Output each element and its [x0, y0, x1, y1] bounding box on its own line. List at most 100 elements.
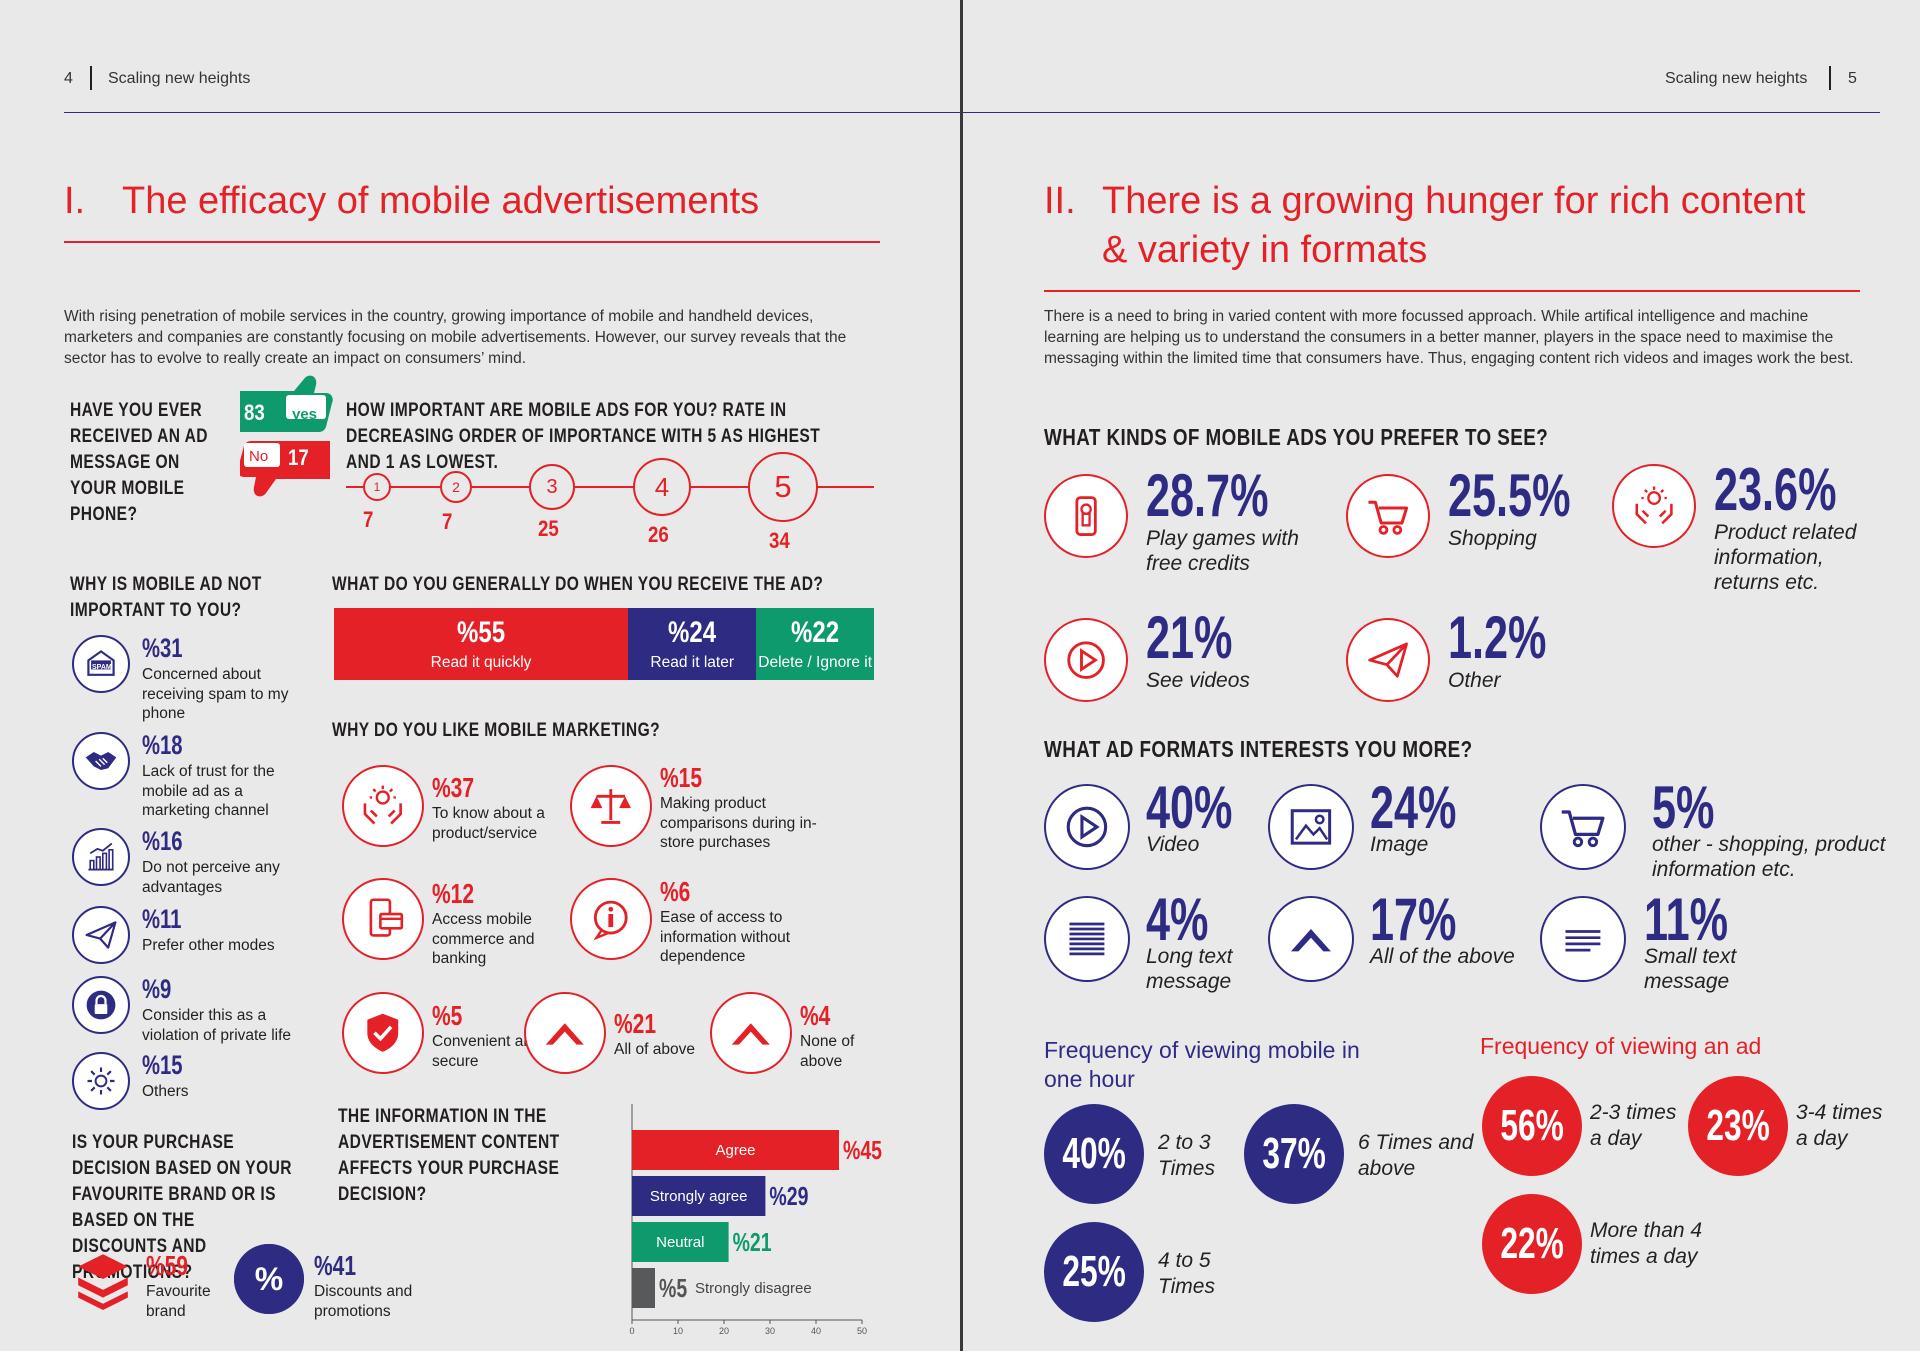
header-rule-right	[963, 112, 1880, 113]
rating-value: 34	[769, 528, 790, 553]
format-pct: 24%	[1370, 774, 1457, 841]
play-badge	[1044, 784, 1130, 870]
chart-value-label: %21	[733, 1227, 772, 1256]
kind-label: Play games with free credits	[1146, 527, 1299, 575]
kind-pct: 23.6%	[1714, 456, 1837, 523]
like-question: WHY DO YOU LIKE MOBILE MARKETING?	[332, 720, 661, 741]
reason-text: Others	[142, 1083, 189, 1100]
section-title-line1: There is a growing hunger for rich conte…	[1102, 180, 1806, 222]
balance-scale-icon	[587, 782, 635, 830]
play-icon	[1062, 802, 1112, 852]
reason-text: Do not perceive any advantages	[142, 859, 280, 896]
reason-text: Consider this as a violation of private …	[142, 1007, 292, 1044]
chart-value-label: %45	[843, 1135, 882, 1164]
format-label: Long text message	[1146, 945, 1233, 993]
format-label: Video	[1146, 833, 1200, 856]
format-pct: 5%	[1652, 774, 1715, 841]
format-pct: 11%	[1644, 886, 1729, 953]
kind-label: See videos	[1146, 669, 1250, 692]
reason-icon-badge	[72, 1052, 130, 1110]
rating-circle: 4	[633, 458, 691, 516]
like-pct: %15	[660, 762, 703, 793]
image-icon	[1286, 802, 1336, 852]
header-divider-right	[1829, 66, 1831, 90]
format-pct: 4%	[1146, 886, 1209, 953]
freq-mobile-label: 6 Times and above	[1358, 1131, 1474, 1180]
rating-circle: 3	[529, 464, 575, 510]
reason-text: Concerned about receiving spam to my pho…	[142, 666, 289, 722]
gear-icon	[83, 1063, 119, 1099]
paper-plane-icon	[83, 917, 119, 953]
kind-pct: 21%	[1146, 604, 1233, 671]
chart-category-label: Neutral	[656, 1234, 704, 1251]
received-question: HAVE YOU EVER RECEIVED AN AD MESSAGE ON …	[70, 400, 208, 525]
reason-text: Prefer other modes	[142, 937, 275, 954]
book-spine	[960, 0, 963, 1351]
reason-icon-badge	[72, 906, 130, 964]
reason-pct: %16	[142, 826, 183, 856]
play-badge	[1044, 618, 1128, 702]
like-text: None of above	[800, 1033, 855, 1070]
chart-bar	[632, 1176, 766, 1216]
format-pct: 40%	[1146, 774, 1233, 841]
no-label: No	[249, 448, 269, 465]
reason-icon-badge	[72, 732, 130, 790]
segment-pct: %22	[791, 616, 840, 649]
on-receive-segment: %24 Read it later	[628, 608, 757, 680]
freq-ad-pct: 23%	[1706, 1101, 1770, 1150]
freq-ad-circle: 56%	[1482, 1076, 1582, 1176]
segment-pct: %24	[668, 616, 717, 649]
like-pct: %21	[614, 1008, 657, 1039]
chevron-up-icon	[727, 1009, 775, 1057]
kind-pct: 25.5%	[1448, 462, 1571, 529]
like-text: Access mobile commerce and banking	[432, 911, 535, 967]
like-text: Ease of access to information without de…	[660, 909, 791, 965]
running-title: Scaling new heights	[108, 70, 251, 87]
chart-category-label: Strongly agree	[650, 1188, 748, 1205]
thumbs-up-icon: 83 yes	[238, 373, 338, 433]
like-text: All of above	[614, 1041, 695, 1058]
formats-question: WHAT AD FORMATS INTERESTS YOU MORE?	[1044, 736, 1473, 762]
reason-icon-badge	[72, 976, 130, 1034]
header-divider	[90, 66, 92, 90]
reason-pct: %9	[142, 974, 172, 1004]
idea-hands-icon	[359, 782, 407, 830]
no-value: 17	[288, 445, 309, 470]
shopping-cart-icon	[1558, 802, 1608, 852]
reason-text: Lack of trust for the mobile ad as a mar…	[142, 763, 275, 819]
info-bubble-icon	[587, 895, 635, 943]
rating-circle: 1	[363, 473, 391, 501]
title-rule-right	[1044, 290, 1860, 292]
chart-bar	[632, 1130, 839, 1170]
mobile-card-icon	[359, 895, 407, 943]
paper-plane-badge	[1346, 618, 1430, 702]
format-label: All of the above	[1370, 945, 1515, 968]
purchase-pct: %41	[314, 1250, 357, 1281]
importance-question: HOW IMPORTANT ARE MOBILE ADS FOR YOU? RA…	[346, 400, 821, 473]
rating-circle: 5	[748, 452, 818, 522]
balance-scale-badge	[570, 765, 652, 847]
freq-mobile-pct: 25%	[1062, 1247, 1126, 1296]
section-title-line2: & variety in formats	[1102, 229, 1428, 271]
intro-paragraph-right: There is a need to bring in varied conte…	[1044, 308, 1854, 367]
purchase-question: IS YOUR PURCHASE DECISION BASED ON YOUR …	[72, 1132, 292, 1283]
shield-check-badge	[342, 992, 424, 1074]
rating-value: 26	[648, 522, 669, 547]
idea-hands-icon	[1631, 483, 1677, 529]
reason-pct: %11	[142, 904, 182, 934]
long-text-icon	[1062, 914, 1112, 964]
like-text: Making product comparisons during in-sto…	[660, 795, 817, 851]
thumbs-down-icon: No 17	[240, 437, 332, 499]
shopping-cart-badge	[1346, 474, 1430, 558]
short-text-badge	[1540, 896, 1626, 982]
freq-mobile-circle: 25%	[1044, 1222, 1144, 1322]
reason-icon-badge: SPAM	[72, 635, 130, 693]
format-label: Image	[1370, 833, 1429, 856]
chart-tick-label: 50	[857, 1326, 867, 1336]
chart-value-label: %29	[769, 1181, 808, 1210]
purchase-text: Discounts and promotions	[314, 1283, 413, 1320]
chart-tick-label: 40	[811, 1326, 821, 1336]
kind-label: Product related information, returns etc…	[1714, 521, 1857, 594]
percent-badge-icon: %	[234, 1244, 304, 1314]
freq-mobile-pct: 40%	[1062, 1129, 1126, 1178]
